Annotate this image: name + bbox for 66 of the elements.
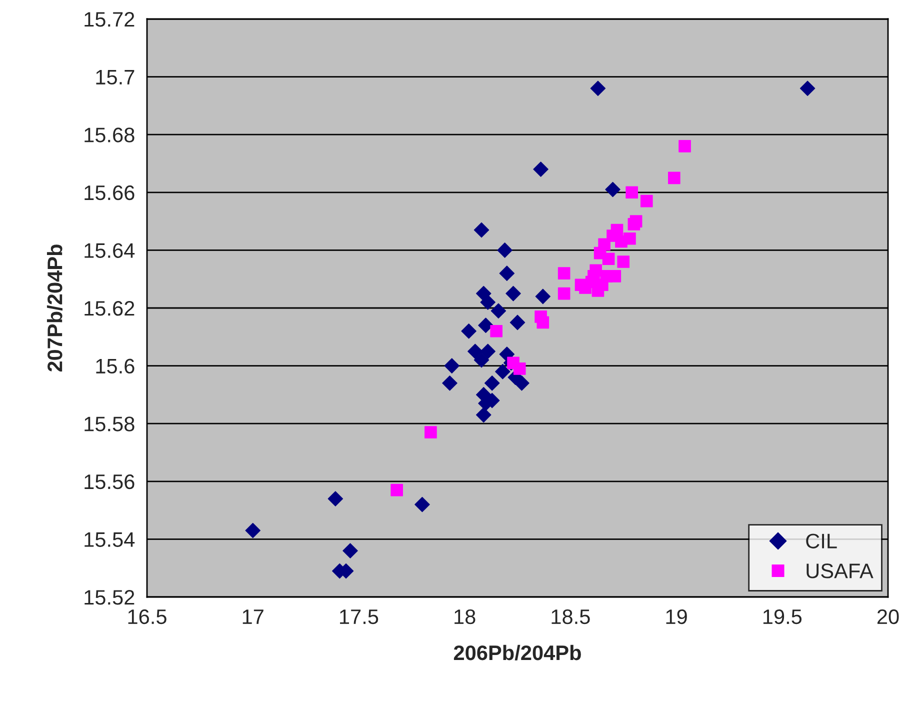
point — [668, 172, 680, 184]
point — [499, 266, 515, 281]
point — [630, 215, 642, 228]
y-tick-label: 15.54 — [84, 532, 135, 547]
point — [558, 267, 570, 280]
x-tick-label: 18.5 — [552, 609, 590, 624]
point — [414, 496, 430, 512]
point — [476, 407, 492, 423]
point — [495, 364, 510, 380]
point — [598, 238, 610, 251]
point — [513, 362, 526, 375]
y-tick-label: 15.52 — [84, 590, 134, 605]
x-tick-label: 20 — [877, 609, 899, 624]
point — [602, 252, 615, 266]
point — [461, 323, 476, 339]
point — [608, 270, 622, 282]
point — [245, 522, 260, 538]
point — [536, 316, 550, 329]
point — [533, 162, 548, 177]
x-tick-label: 19.5 — [763, 609, 802, 624]
point — [640, 194, 653, 208]
point — [442, 376, 458, 391]
y-axis-title: 207Pb/204Pb — [46, 244, 62, 372]
x-axis-title: 206Pb/204Pb — [454, 644, 581, 660]
y-tick-label: 15.66 — [84, 185, 134, 200]
point — [535, 288, 551, 304]
point — [390, 484, 403, 496]
y-tick-label: 15.7 — [96, 70, 134, 85]
point — [506, 286, 521, 302]
y-tick-label: 15.72 — [84, 12, 134, 27]
point — [468, 344, 483, 359]
point — [624, 232, 636, 245]
x-tick-label: 19 — [666, 609, 687, 624]
legend-label: USAFA — [806, 564, 874, 578]
point — [474, 352, 490, 368]
point — [480, 344, 496, 359]
y-tick-label: 15.64 — [84, 243, 135, 258]
point — [474, 222, 490, 238]
point — [342, 543, 358, 558]
point — [800, 80, 816, 96]
y-tick-label: 15.68 — [84, 128, 134, 142]
legend-label: CIL — [806, 534, 837, 548]
x-tick-label: 16.5 — [128, 609, 166, 624]
y-tick-label: 15.6 — [96, 358, 134, 374]
x-tick-label: 18 — [454, 609, 476, 624]
point — [590, 80, 606, 96]
point — [484, 376, 500, 391]
point — [497, 242, 512, 258]
point — [558, 287, 570, 300]
point — [510, 314, 526, 330]
y-tick-label: 15.56 — [84, 474, 134, 490]
point — [478, 318, 494, 333]
point — [480, 294, 496, 310]
point — [490, 303, 506, 319]
point — [424, 426, 437, 438]
point — [626, 186, 638, 199]
point — [678, 140, 691, 152]
point — [328, 491, 344, 506]
point — [617, 256, 630, 268]
point — [444, 358, 460, 374]
point — [605, 182, 620, 198]
point — [490, 324, 502, 338]
x-tick-label: 17 — [242, 610, 264, 624]
x-tick-label: 17.5 — [340, 610, 378, 624]
y-tick-label: 15.58 — [84, 416, 134, 432]
y-tick-label: 15.62 — [84, 301, 134, 316]
